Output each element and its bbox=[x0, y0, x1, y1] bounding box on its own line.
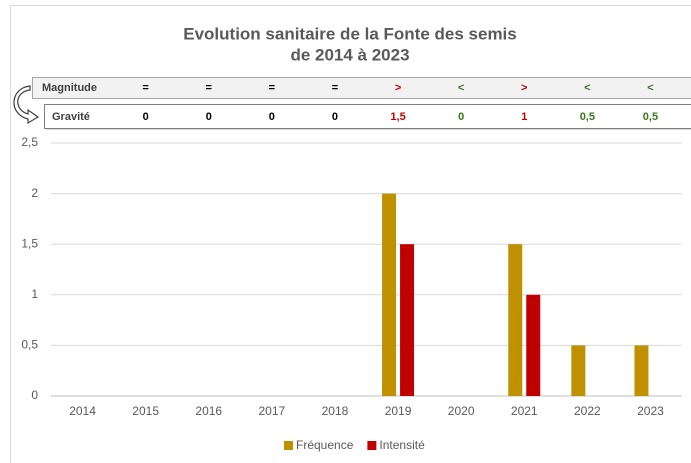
table-cell: = bbox=[206, 82, 212, 94]
y-tick-label: 1 bbox=[31, 287, 38, 301]
table-cell: = bbox=[332, 82, 338, 94]
x-tick-label: 2019 bbox=[385, 404, 412, 418]
x-tick-label: 2021 bbox=[511, 404, 538, 418]
bar bbox=[382, 193, 397, 396]
table-cell: 0 bbox=[269, 111, 275, 123]
table-cell: < bbox=[647, 82, 653, 94]
x-tick-label: 2017 bbox=[258, 404, 285, 418]
chart-border bbox=[10, 5, 691, 463]
x-tick-label: 2018 bbox=[322, 404, 349, 418]
gravite-row bbox=[44, 104, 691, 129]
x-tick-label: 2016 bbox=[195, 404, 222, 418]
table-cell: 0 bbox=[332, 111, 338, 123]
table-cell: 0 bbox=[206, 111, 212, 123]
table-cell: > bbox=[521, 82, 527, 94]
table-cell: < bbox=[584, 82, 590, 94]
table-cell: 0 bbox=[143, 111, 149, 123]
legend-swatch bbox=[367, 441, 377, 450]
table-cell: 0,5 bbox=[580, 111, 595, 123]
row-label: Magnitude bbox=[42, 82, 97, 94]
x-tick-label: 2022 bbox=[574, 404, 601, 418]
bar bbox=[571, 345, 586, 396]
row-label: Gravité bbox=[52, 111, 90, 123]
bar bbox=[634, 345, 649, 396]
y-tick-label: 2,5 bbox=[21, 135, 38, 149]
chart-subtitle: de 2014 à 2023 bbox=[290, 45, 409, 64]
x-tick-label: 2020 bbox=[448, 404, 475, 418]
x-tick-label: 2015 bbox=[132, 404, 159, 418]
chart-title: Evolution sanitaire de la Fonte des semi… bbox=[183, 24, 516, 43]
bar bbox=[508, 244, 523, 396]
table-cell: 1,5 bbox=[390, 111, 405, 123]
y-tick-label: 0 bbox=[31, 388, 38, 402]
legend-label: Intensité bbox=[379, 438, 425, 452]
bar bbox=[526, 294, 541, 396]
y-tick-label: 1,5 bbox=[21, 236, 38, 250]
table-cell: 0,5 bbox=[643, 111, 658, 123]
table-cell: = bbox=[269, 82, 275, 94]
table-cell: 0 bbox=[458, 111, 464, 123]
x-tick-label: 2014 bbox=[69, 404, 96, 418]
legend-label: Fréquence bbox=[296, 438, 354, 452]
table-cell: > bbox=[395, 82, 401, 94]
table-cell: = bbox=[142, 82, 148, 94]
table-cell: 1 bbox=[521, 111, 527, 123]
y-tick-label: 0,5 bbox=[21, 338, 38, 352]
curved-arrow-icon bbox=[13, 85, 40, 125]
x-tick-label: 2023 bbox=[637, 404, 664, 418]
legend-swatch bbox=[284, 441, 293, 450]
table-cell: < bbox=[458, 82, 464, 94]
magnitude-row bbox=[32, 77, 691, 99]
bar bbox=[400, 244, 415, 396]
y-tick-label: 2 bbox=[31, 186, 38, 200]
